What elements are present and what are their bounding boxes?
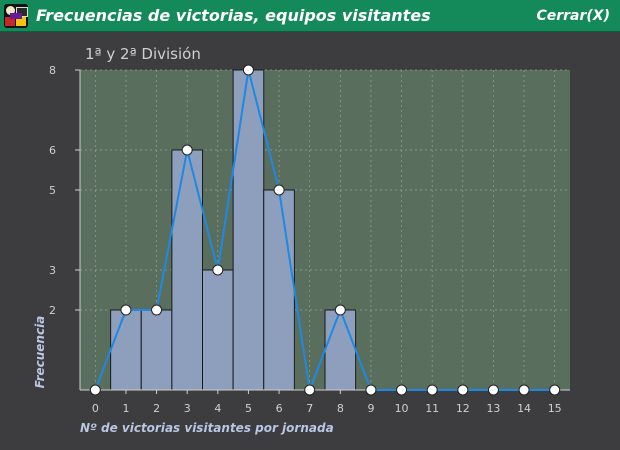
bar (171, 149, 203, 391)
y-tick-label: 6 (49, 144, 56, 157)
data-point (120, 304, 132, 316)
x-tick-label: 11 (425, 402, 439, 415)
y-tick-label: 5 (49, 184, 56, 197)
data-point (396, 384, 408, 396)
bar (202, 269, 234, 391)
frequency-line (94, 69, 555, 394)
x-tick-label: 13 (486, 402, 500, 415)
data-point (181, 144, 193, 156)
x-tick-label: 7 (306, 402, 313, 415)
x-tick-label: 14 (517, 402, 531, 415)
x-tick-label: 12 (456, 402, 470, 415)
x-tick-label: 3 (184, 402, 191, 415)
x-tick-label: 2 (153, 402, 160, 415)
data-point (89, 384, 101, 396)
y-tick-label: 8 (49, 64, 56, 77)
x-tick-label: 9 (367, 402, 374, 415)
app-logo-icon (4, 4, 28, 28)
y-tick-label: 3 (49, 264, 56, 277)
close-button[interactable]: Cerrar(X) (536, 8, 610, 24)
x-tick-label: 8 (337, 402, 344, 415)
data-point (365, 384, 377, 396)
window-title: Frecuencias de victorias, equipos visita… (36, 6, 431, 25)
data-point (518, 384, 530, 396)
bar (110, 309, 142, 391)
data-point (334, 304, 346, 316)
bar (263, 189, 295, 391)
data-point (212, 264, 224, 276)
x-tick-label: 15 (548, 402, 562, 415)
bar (324, 309, 357, 391)
title-bar: Frecuencias de victorias, equipos visita… (0, 0, 620, 32)
data-point (304, 384, 316, 396)
bar (232, 69, 265, 391)
x-tick-label: 4 (214, 402, 221, 415)
bar (140, 309, 173, 391)
chart-title: 1ª y 2ª División (85, 45, 201, 63)
data-point (487, 384, 499, 396)
data-point (273, 184, 285, 196)
x-tick-label: 6 (276, 402, 283, 415)
data-point (151, 304, 163, 316)
x-tick-label: 10 (395, 402, 409, 415)
data-point (242, 64, 254, 76)
x-tick-label: 0 (92, 402, 99, 415)
data-point (457, 384, 469, 396)
y-axis-label: Frecuencia (33, 315, 47, 389)
x-tick-label: 5 (245, 402, 252, 415)
data-point (426, 384, 438, 396)
x-axis-label: Nº de victorias visitantes por jornada (80, 421, 334, 435)
y-tick-label: 2 (49, 304, 56, 317)
data-point (549, 384, 561, 396)
x-tick-label: 1 (122, 402, 129, 415)
